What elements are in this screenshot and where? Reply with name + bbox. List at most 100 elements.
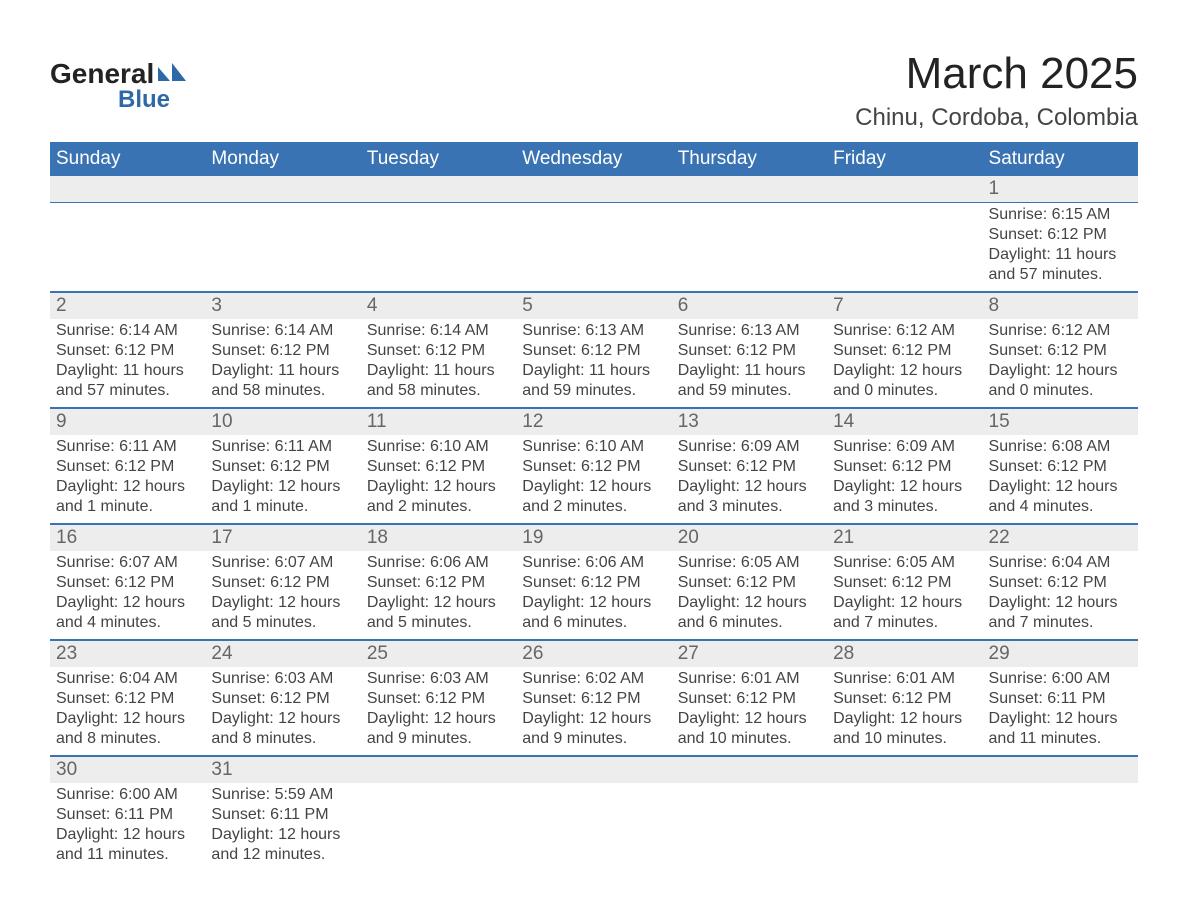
daylight-text: Daylight: 12 hours and 9 minutes. <box>367 709 510 749</box>
sunrise-text: Sunrise: 5:59 AM <box>211 785 354 805</box>
day-number: 12 <box>516 408 671 435</box>
day-detail: Sunrise: 6:09 AMSunset: 6:12 PMDaylight:… <box>827 435 982 524</box>
day-number: 21 <box>827 524 982 551</box>
daylight-text: Daylight: 12 hours and 4 minutes. <box>56 593 199 633</box>
day-number: 13 <box>672 408 827 435</box>
sunrise-text: Sunrise: 6:09 AM <box>833 437 976 457</box>
daynum-row: 2345678 <box>50 292 1138 319</box>
sunset-text: Sunset: 6:12 PM <box>989 225 1132 245</box>
logo-word-general: General <box>50 58 154 89</box>
sunrise-text: Sunrise: 6:06 AM <box>522 553 665 573</box>
sunset-text: Sunset: 6:12 PM <box>522 689 665 709</box>
day-number: 9 <box>50 408 205 435</box>
sunrise-text: Sunrise: 6:15 AM <box>989 205 1132 225</box>
calendar-table: Sunday Monday Tuesday Wednesday Thursday… <box>50 142 1138 871</box>
sunset-text: Sunset: 6:12 PM <box>833 689 976 709</box>
day-number: 16 <box>50 524 205 551</box>
daylight-text: Daylight: 12 hours and 1 minute. <box>211 477 354 517</box>
sunset-text: Sunset: 6:12 PM <box>211 689 354 709</box>
day-detail <box>672 783 827 871</box>
daylight-text: Daylight: 12 hours and 3 minutes. <box>833 477 976 517</box>
day-detail: Sunrise: 6:14 AMSunset: 6:12 PMDaylight:… <box>361 319 516 408</box>
sunset-text: Sunset: 6:12 PM <box>367 573 510 593</box>
sunset-text: Sunset: 6:12 PM <box>367 457 510 477</box>
day-number: 22 <box>983 524 1138 551</box>
day-number: 15 <box>983 408 1138 435</box>
day-detail: Sunrise: 6:12 AMSunset: 6:12 PMDaylight:… <box>983 319 1138 408</box>
daylight-text: Daylight: 12 hours and 5 minutes. <box>367 593 510 633</box>
day-number <box>50 176 205 203</box>
sunset-text: Sunset: 6:12 PM <box>678 573 821 593</box>
day-detail: Sunrise: 6:14 AMSunset: 6:12 PMDaylight:… <box>50 319 205 408</box>
dayhead-wednesday: Wednesday <box>516 142 671 176</box>
sunset-text: Sunset: 6:12 PM <box>56 341 199 361</box>
sunset-text: Sunset: 6:12 PM <box>367 689 510 709</box>
day-detail: Sunrise: 6:04 AMSunset: 6:12 PMDaylight:… <box>50 667 205 756</box>
day-detail: Sunrise: 5:59 AMSunset: 6:11 PMDaylight:… <box>205 783 360 871</box>
daylight-text: Daylight: 12 hours and 11 minutes. <box>56 825 199 865</box>
day-detail: Sunrise: 6:10 AMSunset: 6:12 PMDaylight:… <box>516 435 671 524</box>
day-detail <box>827 783 982 871</box>
sunrise-text: Sunrise: 6:07 AM <box>56 553 199 573</box>
sunset-text: Sunset: 6:12 PM <box>833 573 976 593</box>
sunrise-text: Sunrise: 6:00 AM <box>989 669 1132 689</box>
daylight-text: Daylight: 12 hours and 3 minutes. <box>678 477 821 517</box>
day-detail: Sunrise: 6:13 AMSunset: 6:12 PMDaylight:… <box>516 319 671 408</box>
daylight-text: Daylight: 12 hours and 2 minutes. <box>367 477 510 517</box>
day-detail: Sunrise: 6:01 AMSunset: 6:12 PMDaylight:… <box>672 667 827 756</box>
detail-row: Sunrise: 6:07 AMSunset: 6:12 PMDaylight:… <box>50 551 1138 640</box>
day-number: 28 <box>827 640 982 667</box>
daynum-row: 23242526272829 <box>50 640 1138 667</box>
daylight-text: Daylight: 12 hours and 0 minutes. <box>833 361 976 401</box>
day-number <box>983 756 1138 783</box>
sunrise-text: Sunrise: 6:11 AM <box>211 437 354 457</box>
sunrise-text: Sunrise: 6:14 AM <box>56 321 199 341</box>
sunset-text: Sunset: 6:11 PM <box>56 805 199 825</box>
day-number: 18 <box>361 524 516 551</box>
day-number: 1 <box>983 176 1138 203</box>
day-detail <box>361 783 516 871</box>
sunset-text: Sunset: 6:11 PM <box>989 689 1132 709</box>
location-subtitle: Chinu, Cordoba, Colombia <box>855 104 1138 132</box>
sunrise-text: Sunrise: 6:13 AM <box>678 321 821 341</box>
day-detail <box>205 203 360 293</box>
day-detail: Sunrise: 6:06 AMSunset: 6:12 PMDaylight:… <box>361 551 516 640</box>
dayhead-tuesday: Tuesday <box>361 142 516 176</box>
day-number: 23 <box>50 640 205 667</box>
day-detail: Sunrise: 6:02 AMSunset: 6:12 PMDaylight:… <box>516 667 671 756</box>
day-detail: Sunrise: 6:12 AMSunset: 6:12 PMDaylight:… <box>827 319 982 408</box>
day-detail: Sunrise: 6:10 AMSunset: 6:12 PMDaylight:… <box>361 435 516 524</box>
calendar-head: Sunday Monday Tuesday Wednesday Thursday… <box>50 142 1138 176</box>
day-number: 6 <box>672 292 827 319</box>
day-number: 17 <box>205 524 360 551</box>
daylight-text: Daylight: 12 hours and 7 minutes. <box>833 593 976 633</box>
day-detail <box>50 203 205 293</box>
day-detail <box>827 203 982 293</box>
month-title: March 2025 <box>855 50 1138 98</box>
sunrise-text: Sunrise: 6:02 AM <box>522 669 665 689</box>
sunrise-text: Sunrise: 6:04 AM <box>989 553 1132 573</box>
sunset-text: Sunset: 6:12 PM <box>367 341 510 361</box>
daylight-text: Daylight: 12 hours and 0 minutes. <box>989 361 1132 401</box>
day-number: 20 <box>672 524 827 551</box>
day-detail: Sunrise: 6:00 AMSunset: 6:11 PMDaylight:… <box>50 783 205 871</box>
sunrise-text: Sunrise: 6:12 AM <box>833 321 976 341</box>
detail-row: Sunrise: 6:15 AMSunset: 6:12 PMDaylight:… <box>50 203 1138 293</box>
day-number: 19 <box>516 524 671 551</box>
topbar: General Blue March 2025 Chinu, Cordoba, … <box>50 20 1138 132</box>
daylight-text: Daylight: 11 hours and 59 minutes. <box>522 361 665 401</box>
sunset-text: Sunset: 6:12 PM <box>522 457 665 477</box>
day-number: 2 <box>50 292 205 319</box>
day-number: 3 <box>205 292 360 319</box>
dayhead-saturday: Saturday <box>983 142 1138 176</box>
day-detail: Sunrise: 6:09 AMSunset: 6:12 PMDaylight:… <box>672 435 827 524</box>
daynum-row: 16171819202122 <box>50 524 1138 551</box>
day-detail <box>516 783 671 871</box>
sunset-text: Sunset: 6:12 PM <box>56 689 199 709</box>
day-detail: Sunrise: 6:03 AMSunset: 6:12 PMDaylight:… <box>205 667 360 756</box>
day-detail: Sunrise: 6:00 AMSunset: 6:11 PMDaylight:… <box>983 667 1138 756</box>
daylight-text: Daylight: 11 hours and 57 minutes. <box>56 361 199 401</box>
day-number: 26 <box>516 640 671 667</box>
daylight-text: Daylight: 11 hours and 58 minutes. <box>211 361 354 401</box>
sunset-text: Sunset: 6:12 PM <box>833 457 976 477</box>
